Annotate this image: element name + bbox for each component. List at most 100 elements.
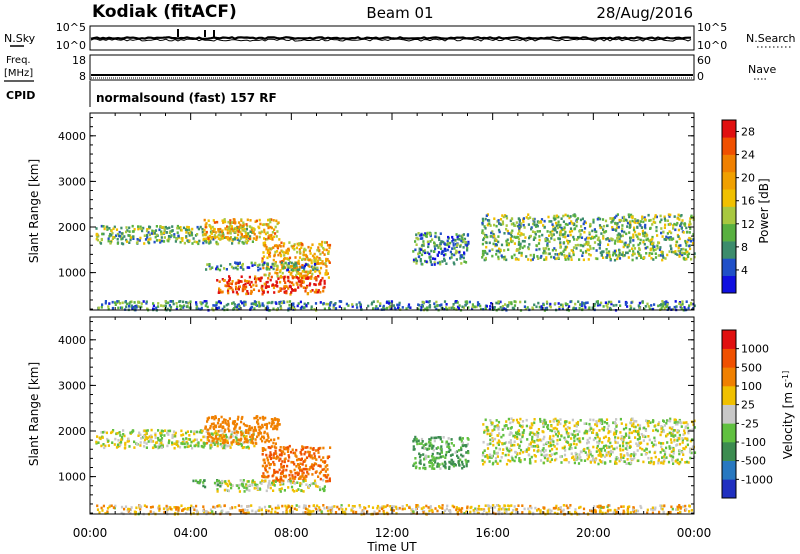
data-cell (660, 250, 663, 254)
data-cell (601, 460, 604, 463)
data-cell (295, 465, 298, 468)
data-cell (290, 485, 294, 489)
data-cell (628, 215, 631, 219)
data-cell (249, 235, 252, 238)
data-cell (693, 252, 696, 255)
data-cell (182, 226, 186, 230)
data-cell (433, 439, 436, 443)
data-cell (553, 445, 556, 448)
data-cell (622, 456, 625, 459)
data-cell (606, 306, 609, 309)
data-cell (529, 431, 532, 434)
data-cell (418, 442, 421, 445)
data-cell (323, 489, 326, 492)
data-cell (293, 308, 297, 311)
data-cell (415, 233, 418, 236)
data-cell (652, 243, 655, 247)
data-cell (422, 301, 425, 304)
data-cell (505, 243, 508, 247)
data-cell (642, 240, 645, 244)
data-cell (285, 250, 288, 253)
data-cell (495, 249, 498, 253)
nsearch-tick-bottom: 10^0 (697, 39, 727, 52)
data-cell (534, 445, 537, 448)
data-cell (154, 235, 157, 239)
data-cell (483, 258, 486, 262)
data-cell (519, 234, 522, 237)
data-cell (229, 219, 232, 222)
colorbar-tick-label: 12 (741, 218, 755, 231)
data-cell (143, 441, 146, 444)
data-cell (625, 445, 629, 448)
data-cell (570, 249, 573, 252)
data-cell (519, 417, 522, 421)
data-cell (276, 268, 279, 271)
data-cell (111, 231, 114, 235)
data-cell (281, 265, 284, 268)
data-cell (516, 421, 519, 424)
freq-label: Freq. (6, 55, 31, 66)
data-cell (605, 418, 609, 421)
data-cell (632, 235, 635, 239)
data-cell (598, 437, 601, 440)
data-cell (547, 247, 550, 251)
data-cell (316, 262, 320, 265)
data-cell (682, 447, 685, 450)
data-cell (261, 303, 264, 307)
data-cell (450, 462, 453, 465)
data-cell (133, 306, 137, 310)
data-cell (257, 433, 260, 437)
data-cell (435, 307, 438, 311)
data-cell (100, 238, 103, 242)
data-cell (131, 224, 134, 228)
data-cell (185, 301, 188, 304)
data-cell (680, 214, 683, 217)
data-cell (232, 301, 235, 304)
data-cell (546, 425, 549, 429)
data-cell (536, 230, 539, 233)
data-cell (649, 461, 652, 465)
data-cell (675, 244, 678, 248)
data-cell (259, 437, 262, 441)
data-cell (107, 237, 110, 241)
data-cell (651, 223, 654, 226)
data-cell (655, 215, 658, 219)
data-cell (218, 481, 221, 484)
data-cell (97, 306, 100, 310)
data-cell (211, 266, 214, 269)
data-cell (561, 446, 564, 450)
data-cell (482, 462, 485, 466)
data-cell (234, 435, 237, 439)
data-cell (452, 305, 455, 309)
data-cell (174, 240, 177, 243)
data-cell (484, 455, 487, 458)
data-cell (527, 223, 530, 226)
data-cell (307, 472, 310, 476)
data-cell (432, 463, 435, 466)
data-cell (172, 430, 176, 433)
data-cell (324, 273, 327, 276)
data-cell (554, 253, 557, 256)
data-cell (323, 279, 326, 283)
data-cell (678, 301, 682, 304)
data-cell (286, 263, 289, 267)
data-cell (261, 453, 264, 456)
data-cell (315, 484, 318, 488)
data-cell (533, 439, 536, 443)
data-cell (263, 282, 266, 286)
data-cell (221, 426, 224, 430)
data-cell (248, 489, 251, 492)
data-cell (504, 214, 507, 217)
data-cell (419, 459, 422, 462)
data-cell (495, 239, 498, 243)
data-cell (145, 300, 148, 303)
data-cell (417, 439, 420, 443)
data-cell (491, 248, 494, 251)
data-cell (561, 305, 564, 308)
data-cell (287, 479, 290, 483)
colorbar-swatch (722, 241, 736, 259)
data-cell (323, 248, 326, 251)
data-cell (607, 439, 610, 443)
data-cell (316, 259, 319, 263)
